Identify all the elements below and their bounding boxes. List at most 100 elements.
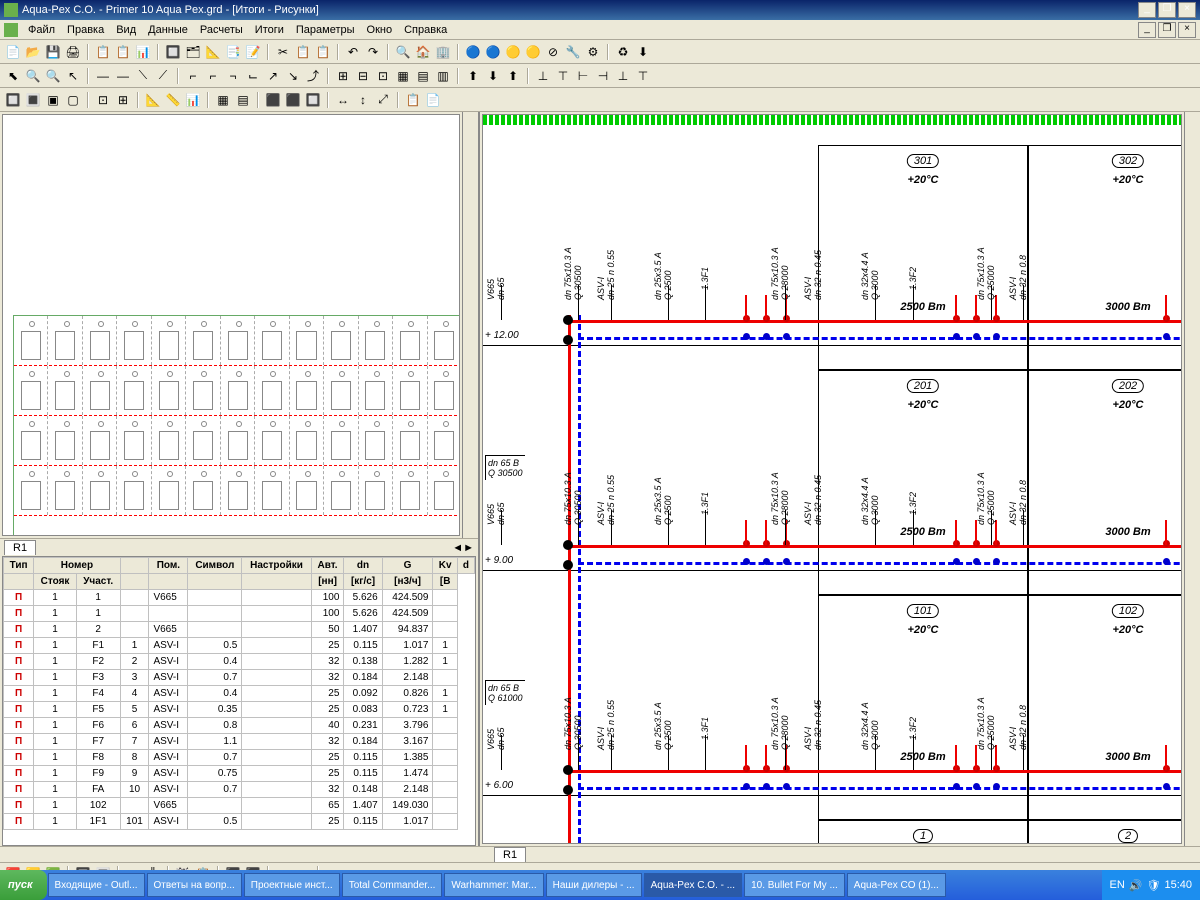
tab-scroll-left[interactable]: ◄ [452,542,463,554]
toolbar-button[interactable]: ⊤ [554,67,572,85]
toolbar-button[interactable]: 🔵 [484,43,502,61]
toolbar-button[interactable]: 🔲 [164,43,182,61]
maximize-button[interactable]: ❐ [1158,2,1176,18]
canvas-scrollbar[interactable] [1184,112,1200,846]
table-row[interactable]: П1F44ASV-I0.4250.0920.8261 [4,686,475,702]
minimize-button[interactable]: _ [1138,2,1156,18]
table-row[interactable]: П1F33ASV-I0.7320.1842.148 [4,670,475,686]
table-row[interactable]: П11V6651005.626424.509 [4,590,475,606]
start-button[interactable]: пуск [0,870,47,900]
table-header[interactable] [120,558,149,574]
table-header[interactable]: Настройки [242,558,311,574]
menu-Правка[interactable]: Правка [61,22,110,38]
menu-Справка[interactable]: Справка [398,22,453,38]
tab-scroll-right[interactable]: ► [463,542,474,554]
toolbar-button[interactable]: ↔ [334,91,352,109]
table-row[interactable]: П1F77ASV-I1.1320.1843.167 [4,734,475,750]
toolbar-button[interactable]: ⊡ [94,91,112,109]
tab-r1[interactable]: R1 [4,540,36,555]
toolbar-button[interactable]: — [94,67,112,85]
toolbar-button[interactable]: 🔵 [464,43,482,61]
toolbar-button[interactable]: ↘ [284,67,302,85]
toolbar-button[interactable]: ⤢ [374,91,392,109]
table-header[interactable]: d [457,558,474,574]
toolbar-button[interactable]: ↖ [64,67,82,85]
toolbar-button[interactable]: ▢ [64,91,82,109]
toolbar-button[interactable]: ↶ [344,43,362,61]
toolbar-button[interactable]: 🏢 [434,43,452,61]
toolbar-button[interactable]: ▤ [234,91,252,109]
toolbar-button[interactable]: 🔍 [24,67,42,85]
menu-Данные[interactable]: Данные [142,22,194,38]
toolbar-button[interactable]: ⊥ [534,67,552,85]
toolbar-button[interactable]: ⌐ [184,67,202,85]
toolbar-button[interactable]: ✂ [274,43,292,61]
toolbar-button[interactable]: 🔧 [564,43,582,61]
table-header[interactable]: Тип [4,558,34,574]
toolbar-button[interactable]: 📄 [4,43,22,61]
taskbar-item[interactable]: 10. Bullet For My ... [744,873,845,897]
toolbar-button[interactable]: 📂 [24,43,42,61]
toolbar-button[interactable]: ⬛ [264,91,282,109]
toolbar-button[interactable]: 📏 [164,91,182,109]
toolbar-button[interactable]: ↗ [264,67,282,85]
menu-Вид[interactable]: Вид [110,22,142,38]
table-header[interactable]: Пом. [149,558,188,574]
toolbar-button[interactable]: 📐 [144,91,162,109]
menu-Файл[interactable]: Файл [22,22,61,38]
toolbar-button[interactable]: ⌙ [244,67,262,85]
child-minimize-button[interactable]: _ [1138,22,1156,38]
toolbar-button[interactable]: ⊞ [334,67,352,85]
taskbar-item[interactable]: Aqua-Pex CO (1)... [847,873,946,897]
toolbar-button[interactable]: 📐 [204,43,222,61]
toolbar-button[interactable]: 🗂 [184,43,202,61]
tray-lang[interactable]: EN [1110,879,1125,891]
system-tray[interactable]: EN 🔊 🛡 15:40 [1102,870,1200,900]
toolbar-button[interactable]: ⬉ [4,67,22,85]
toolbar-button[interactable]: ⬆ [464,67,482,85]
toolbar-button[interactable]: 💾 [44,43,62,61]
toolbar-button[interactable]: 🔍 [394,43,412,61]
menu-Параметры[interactable]: Параметры [290,22,361,38]
close-button[interactable]: × [1178,2,1196,18]
child-close-button[interactable]: × [1178,22,1196,38]
table-row[interactable]: П11F1101ASV-I0.5250.1151.017 [4,814,475,830]
table-row[interactable]: П111005.626424.509 [4,606,475,622]
toolbar-button[interactable]: ♻ [614,43,632,61]
canvas-tab-r1[interactable]: R1 [494,847,526,862]
taskbar-item[interactable]: Проектные инст... [244,873,340,897]
toolbar-button[interactable]: ⤴ [304,67,322,85]
toolbar-button[interactable]: ⊟ [354,67,372,85]
child-maximize-button[interactable]: ❐ [1158,22,1176,38]
taskbar-item[interactable]: Aqua-Pex C.O. - ... [644,873,742,897]
toolbar-button[interactable]: ▦ [394,67,412,85]
toolbar-button[interactable]: 📑 [224,43,242,61]
table-row[interactable]: П1F66ASV-I0.8400.2313.796 [4,718,475,734]
toolbar-button[interactable]: 📄 [424,91,442,109]
taskbar-item[interactable]: Warhammer: Mar... [444,873,543,897]
toolbar-button[interactable]: 📋 [114,43,132,61]
table-header[interactable]: Kv [433,558,458,574]
menu-Окно[interactable]: Окно [361,22,399,38]
toolbar-button[interactable]: ⬇ [634,43,652,61]
table-header[interactable]: G [382,558,433,574]
menu-Итоги[interactable]: Итоги [249,22,290,38]
table-row[interactable]: П1F88ASV-I0.7250.1151.385 [4,750,475,766]
table-row[interactable]: П1102V665651.407149.030 [4,798,475,814]
table-row[interactable]: П1FA10ASV-I0.7320.1482.148 [4,782,475,798]
table-header[interactable]: Авт. [311,558,344,574]
toolbar-button[interactable]: ↷ [364,43,382,61]
toolbar-button[interactable]: ¬ [224,67,242,85]
toolbar-button[interactable]: 📋 [94,43,112,61]
toolbar-button[interactable]: ⟋ [154,67,172,85]
table-header[interactable]: Номер [34,558,120,574]
toolbar-button[interactable]: 🏠 [414,43,432,61]
taskbar-item[interactable]: Входящие - Outl... [48,873,145,897]
toolbar-button[interactable]: 📋 [314,43,332,61]
toolbar-button[interactable]: 🔲 [4,91,22,109]
data-table-wrapper[interactable]: ТипНомерПом.СимволНастройкиАвт.dnGKvdСто… [2,556,476,846]
toolbar-button[interactable]: ⊢ [574,67,592,85]
toolbar-button[interactable]: ⊞ [114,91,132,109]
toolbar-button[interactable]: 📝 [244,43,262,61]
toolbar-button[interactable]: 🟡 [504,43,522,61]
